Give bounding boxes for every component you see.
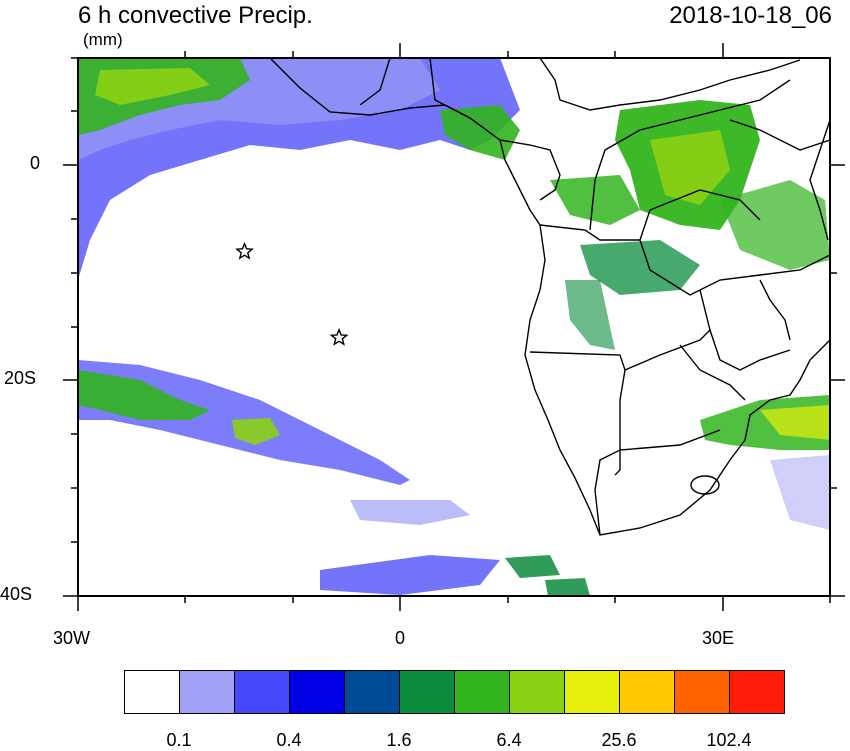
border-1	[529, 351, 626, 476]
title-left: 6 h convective Precip.	[78, 2, 313, 29]
colorbar-box-3	[289, 670, 345, 714]
colorbar-box-1	[179, 670, 235, 714]
colorbar-box-9	[619, 670, 675, 714]
colorbar-box-6	[454, 670, 510, 714]
border-7	[699, 289, 791, 371]
colorbar-label-2: 1.6	[386, 730, 412, 750]
x-tick-label-30w: 30W	[53, 628, 91, 648]
border-11	[539, 58, 801, 111]
border-12	[499, 139, 561, 201]
colorbar-box-10	[674, 670, 730, 714]
colorbar-label-1: 0.4	[276, 730, 302, 750]
timestamp-label: 2018-10-18_06	[669, 2, 832, 29]
colorbar-box-4	[344, 670, 400, 714]
colorbar-label-3: 6.4	[496, 730, 522, 750]
precip-south-light-1	[350, 500, 470, 525]
land-outlines	[269, 58, 830, 536]
colorbar-label-4: 25.6	[601, 730, 637, 750]
precip-central-africa-4	[580, 240, 700, 295]
precip-east-africa	[720, 180, 830, 270]
y-tick-label-0: 0	[30, 153, 41, 173]
border-2	[624, 329, 711, 371]
precip-south-east-cell	[760, 405, 830, 440]
tick-marks	[63, 43, 845, 611]
border-9	[359, 58, 391, 106]
africa-east-coast	[809, 119, 830, 241]
colorbar-box-8	[564, 670, 620, 714]
precip-central-africa-2	[650, 130, 730, 205]
precip-south-atlantic-cell	[232, 418, 280, 445]
star-marker-1	[235, 241, 254, 260]
border-13	[759, 279, 791, 341]
units-label: (mm)	[83, 30, 123, 49]
border-4	[539, 224, 830, 296]
precip-south-atlantic-green	[78, 370, 210, 420]
precip-south-light-2	[320, 555, 500, 595]
colorbar-box-2	[234, 670, 290, 714]
border-6	[639, 189, 761, 241]
precip-south-green-1	[505, 555, 560, 578]
colorbar-label-5: 102.4	[706, 730, 752, 750]
precip-south-green-2	[545, 578, 590, 596]
border-5	[589, 79, 791, 231]
border-3	[679, 344, 746, 401]
border-10	[429, 58, 471, 119]
colorbar-label-0: 0.1	[166, 730, 192, 750]
precip-band-north-lime	[95, 68, 210, 105]
colorbar-box-11	[729, 670, 785, 714]
colorbar-box-5	[399, 670, 455, 714]
precip-field	[78, 58, 830, 596]
precip-central-africa-3	[550, 175, 640, 225]
x-tick-label-0: 0	[395, 628, 406, 648]
precip-cell-nigeria	[440, 105, 520, 160]
colorbar-box-0	[124, 670, 180, 714]
y-tick-label-40s: 40S	[0, 584, 33, 604]
colorbar-box-7	[509, 670, 565, 714]
precip-south-east-light	[770, 455, 830, 530]
y-tick-label-20s: 20S	[4, 368, 37, 388]
marker-group	[235, 241, 349, 346]
lesotho-outline	[690, 475, 720, 495]
precip-angola	[565, 280, 615, 350]
star-marker-2	[329, 327, 349, 346]
x-tick-label-30e: 30E	[702, 628, 735, 648]
border-8	[594, 429, 721, 536]
border-14	[729, 119, 830, 151]
